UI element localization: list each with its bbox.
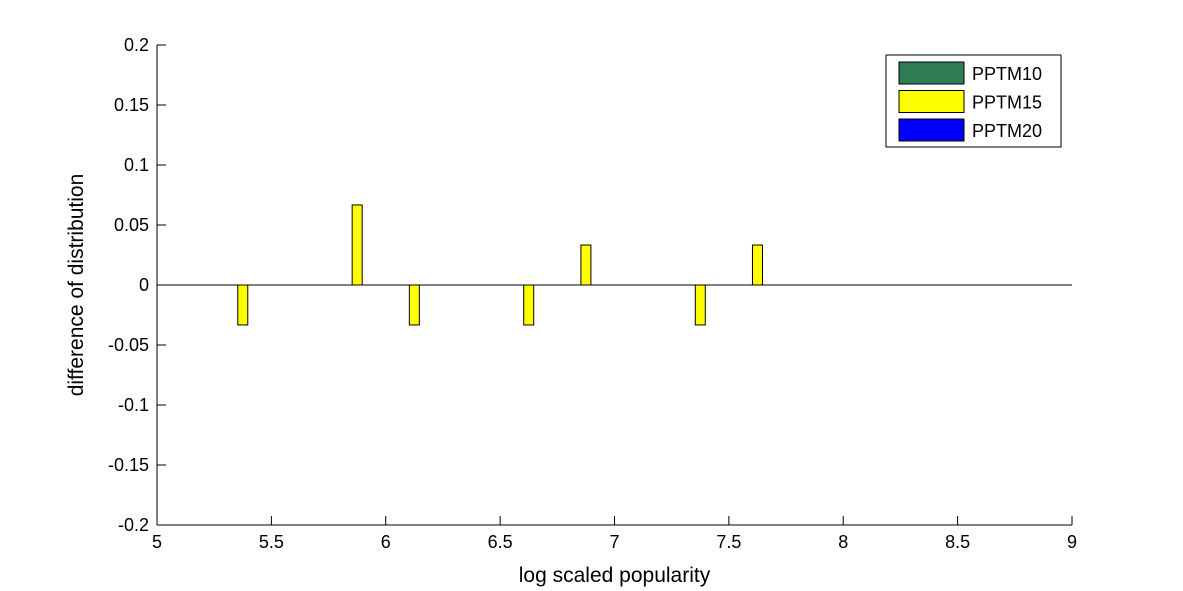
bar: [523, 284, 535, 326]
x-axis-ticks: 5 5.5 6 6.5 7 7.5 8 8.5 9: [152, 516, 1077, 552]
y-tick-label: -0.2: [118, 515, 149, 535]
legend: PPTM10 PPTM15 PPTM20: [885, 54, 1062, 148]
bar: [351, 204, 363, 286]
legend-label: PPTM10: [972, 64, 1042, 84]
bar: [694, 284, 706, 326]
plot-area: 5 5.5 6 6.5 7 7.5 8 8.5 9 -0.2 -0.15 -0.1 -0.05 0 0.0…: [108, 35, 1077, 552]
y-tick-label: 0.2: [124, 35, 149, 55]
x-tick-label: 7: [609, 532, 619, 552]
bar: [237, 284, 249, 326]
legend-label: PPTM15: [972, 93, 1042, 113]
x-tick-label: 7.5: [716, 532, 741, 552]
y-axis-label: difference of distribution: [65, 174, 88, 397]
x-tick-label: 6: [381, 532, 391, 552]
y-tick-label: -0.15: [108, 455, 149, 475]
y-tick-label: 0.05: [114, 215, 149, 235]
y-axis-ticks: -0.2 -0.15 -0.1 -0.05 0 0.05 0.1 0.15 0.2: [108, 35, 166, 535]
x-axis-label: log scaled popularity: [519, 564, 711, 587]
y-tick-label: 0.15: [114, 95, 149, 115]
legend-swatch: [898, 118, 965, 142]
y-tick-label: -0.05: [108, 335, 149, 355]
bar: [751, 244, 763, 286]
bar: [408, 284, 420, 326]
y-tick-label: 0: [139, 275, 149, 295]
x-tick-label: 6.5: [488, 532, 513, 552]
legend-swatch: [898, 61, 965, 85]
x-tick-label: 5: [152, 532, 162, 552]
x-tick-label: 5.5: [259, 532, 284, 552]
x-tick-label: 8: [838, 532, 848, 552]
y-tick-label: 0.1: [124, 155, 149, 175]
bar: [580, 244, 592, 286]
y-tick-label: -0.1: [118, 395, 149, 415]
x-tick-label: 8.5: [945, 532, 970, 552]
legend-swatch: [898, 90, 965, 113]
legend-label: PPTM20: [972, 121, 1042, 141]
x-tick-label: 9: [1067, 532, 1077, 552]
